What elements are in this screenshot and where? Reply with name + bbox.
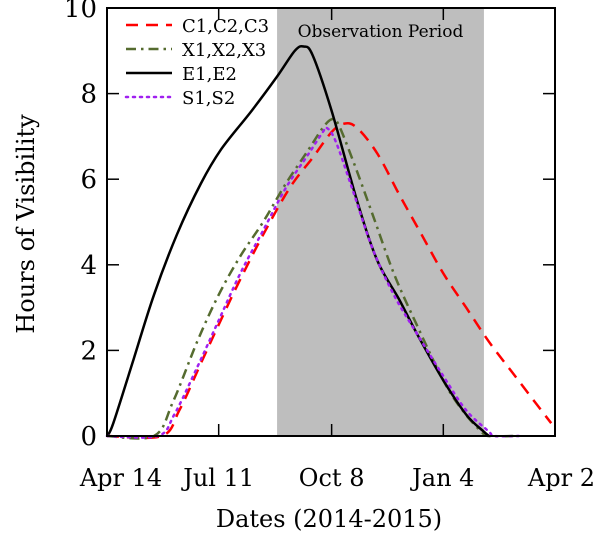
y-tick-label: 0 — [80, 422, 97, 452]
x-tick-label: Jul 11 — [180, 464, 254, 492]
x-axis-title: Dates (2014-2015) — [216, 505, 442, 533]
series-line-s1-s2 — [105, 126, 521, 439]
series-line-c1-c2-c3 — [106, 121, 553, 440]
series-lines — [105, 44, 553, 440]
legend-label: E1,E2 — [182, 64, 237, 85]
plot-frame — [106, 7, 556, 437]
y-tick-label: 4 — [80, 251, 97, 281]
x-tick-label: Apr 2 — [527, 464, 595, 492]
legend-label: C1,C2,C3 — [182, 16, 269, 37]
observation-period-label: Observation Period — [298, 22, 464, 42]
y-tick-label: 10 — [64, 0, 97, 24]
tick-labels: 0 2 4 6 8 10 Apr 14 Jul 11 Oct 8 Jan 4 Apr 2 — [64, 0, 595, 492]
legend-label: X1,X2,X3 — [182, 40, 266, 61]
y-axis-title: Hours of Visibility — [12, 114, 40, 334]
y-tick-label: 2 — [80, 336, 97, 366]
x-tick-label: Apr 14 — [79, 464, 162, 492]
observation-period-band — [277, 8, 484, 436]
series-line-e1-e2 — [105, 44, 490, 437]
x-tick-label: Oct 8 — [299, 464, 365, 492]
legend: C1,C2,C3 X1,X2,X3 E1,E2 S1,S2 — [124, 16, 269, 109]
y-tick-label: 8 — [80, 80, 97, 110]
legend-label: S1,S2 — [182, 88, 235, 109]
x-tick-label: Jan 4 — [409, 464, 474, 492]
y-tick-label: 6 — [80, 165, 97, 195]
